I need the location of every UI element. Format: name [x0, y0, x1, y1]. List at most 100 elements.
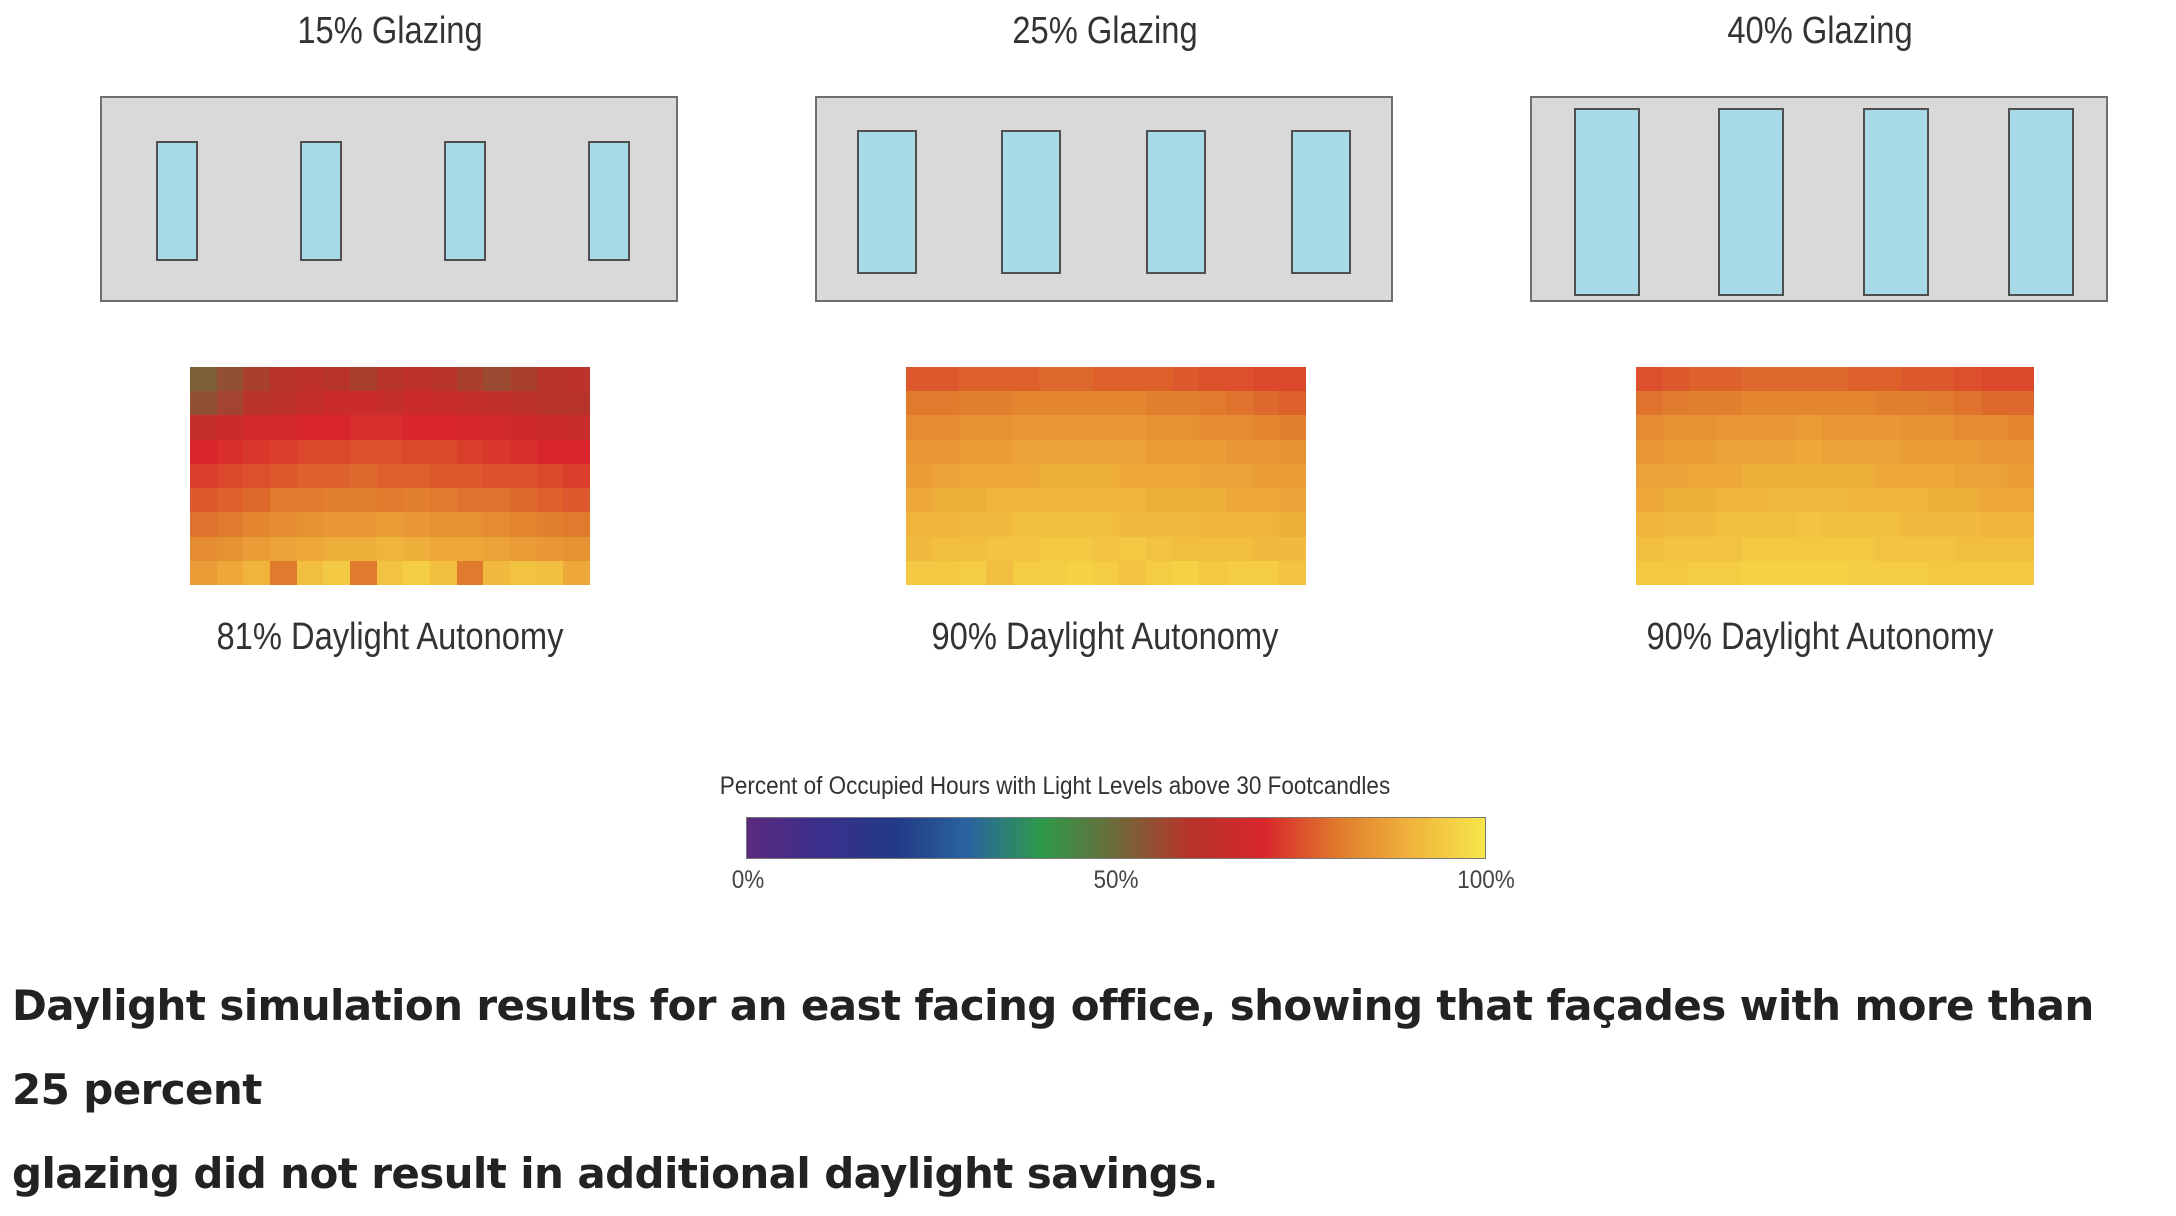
heatmap-cell — [1954, 536, 1981, 561]
heatmap-cell — [563, 512, 590, 537]
heatmap-cell — [323, 488, 350, 513]
heatmap-cell — [1874, 439, 1902, 464]
daylight-autonomy-label-40: 90% Daylight Autonomy — [1646, 616, 1994, 658]
heatmap-cell — [1742, 415, 1769, 440]
heatmap-cell — [1092, 439, 1120, 464]
heatmap-cell — [2007, 463, 2034, 489]
heatmap-cell — [1092, 488, 1120, 513]
heatmap-cell — [1742, 488, 1769, 513]
heatmap-cell — [1874, 367, 1902, 392]
heatmap-cell — [1901, 512, 1928, 537]
heatmap-cell — [932, 536, 960, 561]
heatmap-cell — [1848, 391, 1875, 416]
heatmap-cell — [349, 488, 377, 513]
heatmap-cell — [906, 512, 933, 537]
window — [588, 141, 630, 261]
heatmap-cell — [1279, 463, 1306, 489]
heatmap-cell — [1012, 512, 1040, 537]
heatmap-cell — [1199, 415, 1226, 440]
panel-title-40: 40% Glazing — [1727, 10, 1913, 52]
heatmap-cell — [1225, 367, 1253, 392]
facade-25-percent-glazing — [815, 96, 1393, 302]
heatmap-cell — [296, 391, 324, 416]
heatmap-cell — [349, 512, 377, 537]
heatmap-cell — [536, 439, 564, 464]
facade-15-percent-glazing — [100, 96, 678, 302]
heatmap-cell — [483, 463, 510, 489]
heatmap-cell — [349, 463, 377, 489]
heatmap-cell — [1980, 391, 2008, 416]
heatmap-cell — [296, 439, 324, 464]
heatmap-cell — [959, 439, 986, 464]
heatmap-cell — [1092, 512, 1120, 537]
heatmap-cell — [1092, 415, 1120, 440]
heatmap-cell — [1172, 439, 1200, 464]
heatmap-cell — [932, 463, 960, 489]
heatmap-cell — [985, 560, 1013, 585]
heatmap-cell — [216, 463, 244, 489]
heatmap-cell — [1689, 439, 1716, 464]
heatmap-cell — [906, 488, 933, 513]
heatmap-cell — [429, 415, 457, 440]
heatmap-cell — [509, 536, 537, 561]
heatmap-cell — [1662, 415, 1690, 440]
window — [1574, 108, 1640, 296]
heatmap-cell — [403, 536, 430, 561]
heatmap-cell — [403, 488, 430, 513]
heatmap-cell — [1039, 439, 1066, 464]
caption-line-1: Daylight simulation results for an east … — [12, 981, 2094, 1114]
heatmap-cell — [1848, 560, 1875, 585]
heatmap-cell — [1795, 367, 1822, 392]
heatmap-cell — [1252, 560, 1280, 585]
heatmap-cell — [1145, 463, 1173, 489]
heatmap-cell — [985, 536, 1013, 561]
heatmap-cell — [1848, 536, 1875, 561]
heatmap-cell — [269, 415, 297, 440]
heatmap-cell — [1662, 391, 1690, 416]
heatmap-cell — [1821, 560, 1849, 585]
heatmap-cell — [509, 512, 537, 537]
heatmap-cell — [1636, 560, 1663, 585]
heatmap-cell — [243, 439, 270, 464]
heatmap-cell — [1980, 512, 2008, 537]
heatmap-cell — [1742, 463, 1769, 489]
heatmap-cell — [1636, 415, 1663, 440]
heatmap-cell — [959, 463, 986, 489]
heatmap-cell — [1980, 463, 2008, 489]
heatmap-cell — [349, 439, 377, 464]
heatmap-cell — [932, 512, 960, 537]
heatmap-cell — [1172, 560, 1200, 585]
heatmap-cell — [1172, 463, 1200, 489]
heatmap-cell — [1279, 391, 1306, 416]
heatmap-cell — [1199, 439, 1226, 464]
heatmap-cell — [1848, 367, 1875, 392]
legend-tick-0: 0% — [731, 866, 765, 894]
heatmap-cell — [1225, 488, 1253, 513]
heatmap-cell — [1039, 391, 1066, 416]
heatmap-cell — [1927, 439, 1955, 464]
heatmap-cell — [932, 367, 960, 392]
heatmap-cell — [376, 439, 404, 464]
heatmap-cell — [1874, 560, 1902, 585]
heatmap-cell — [1715, 367, 1743, 392]
heatmap-cell — [1927, 391, 1955, 416]
heatmap-cell — [1715, 536, 1743, 561]
heatmap-cell — [216, 391, 244, 416]
heatmap-cell — [1768, 560, 1796, 585]
heatmap-cell — [536, 391, 564, 416]
heatmap-cell — [563, 560, 590, 585]
heatmap-cell — [563, 367, 590, 392]
heatmap-cell — [959, 391, 986, 416]
heatmap-cell — [1636, 439, 1663, 464]
heatmap-cell — [1119, 560, 1146, 585]
heatmap-cell — [323, 536, 350, 561]
heatmap-cell — [906, 439, 933, 464]
heatmap-cell — [1145, 488, 1173, 513]
heatmap-cell — [1901, 391, 1928, 416]
heatmap-cell — [323, 439, 350, 464]
heatmap-cell — [1172, 415, 1200, 440]
heatmap-cell — [1715, 512, 1743, 537]
heatmap-cell — [1225, 439, 1253, 464]
heatmap-cell — [403, 512, 430, 537]
heatmap-cell — [1065, 512, 1093, 537]
